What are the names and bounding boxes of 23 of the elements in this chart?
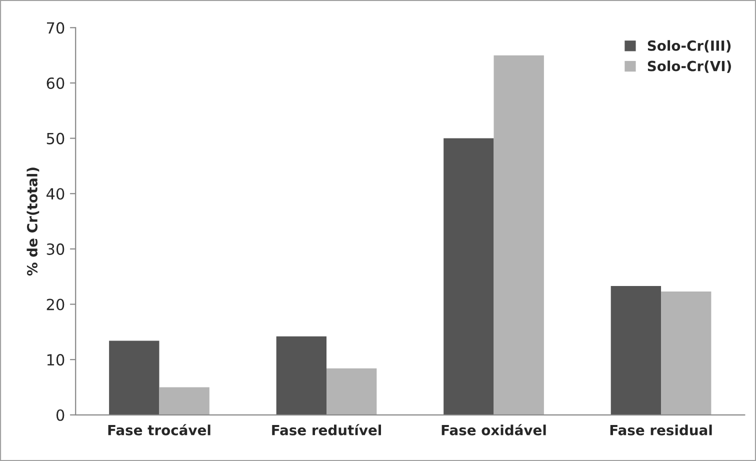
bar xyxy=(326,368,377,415)
x-tick-label: Fase oxidável xyxy=(442,424,546,436)
x-tick-label: Fase trocável xyxy=(108,424,210,436)
legend-label: Solo-Cr(VI) xyxy=(648,60,731,73)
bar xyxy=(159,387,210,415)
y-tick-label: 60 xyxy=(46,77,64,89)
bar xyxy=(494,55,544,415)
y-tick-label: 10 xyxy=(47,354,64,366)
y-tick-label: 70 xyxy=(46,22,64,34)
bar xyxy=(276,336,326,415)
y-tick-label: 50 xyxy=(46,132,64,144)
bar xyxy=(109,340,160,415)
y-tick-label: 0 xyxy=(56,409,64,421)
y-axis-title: % de Cr(total) xyxy=(26,168,40,276)
y-tick-label: 40 xyxy=(46,188,64,200)
legend-label: Solo-Cr(III) xyxy=(648,40,731,53)
bar xyxy=(661,292,712,415)
y-tick-label: 20 xyxy=(46,298,64,310)
bar xyxy=(444,138,494,415)
bar xyxy=(610,286,662,415)
x-tick-label: Fase residual xyxy=(610,424,712,436)
x-tick-label: Fase redutível xyxy=(272,424,381,436)
y-tick-label: 30 xyxy=(46,243,64,255)
